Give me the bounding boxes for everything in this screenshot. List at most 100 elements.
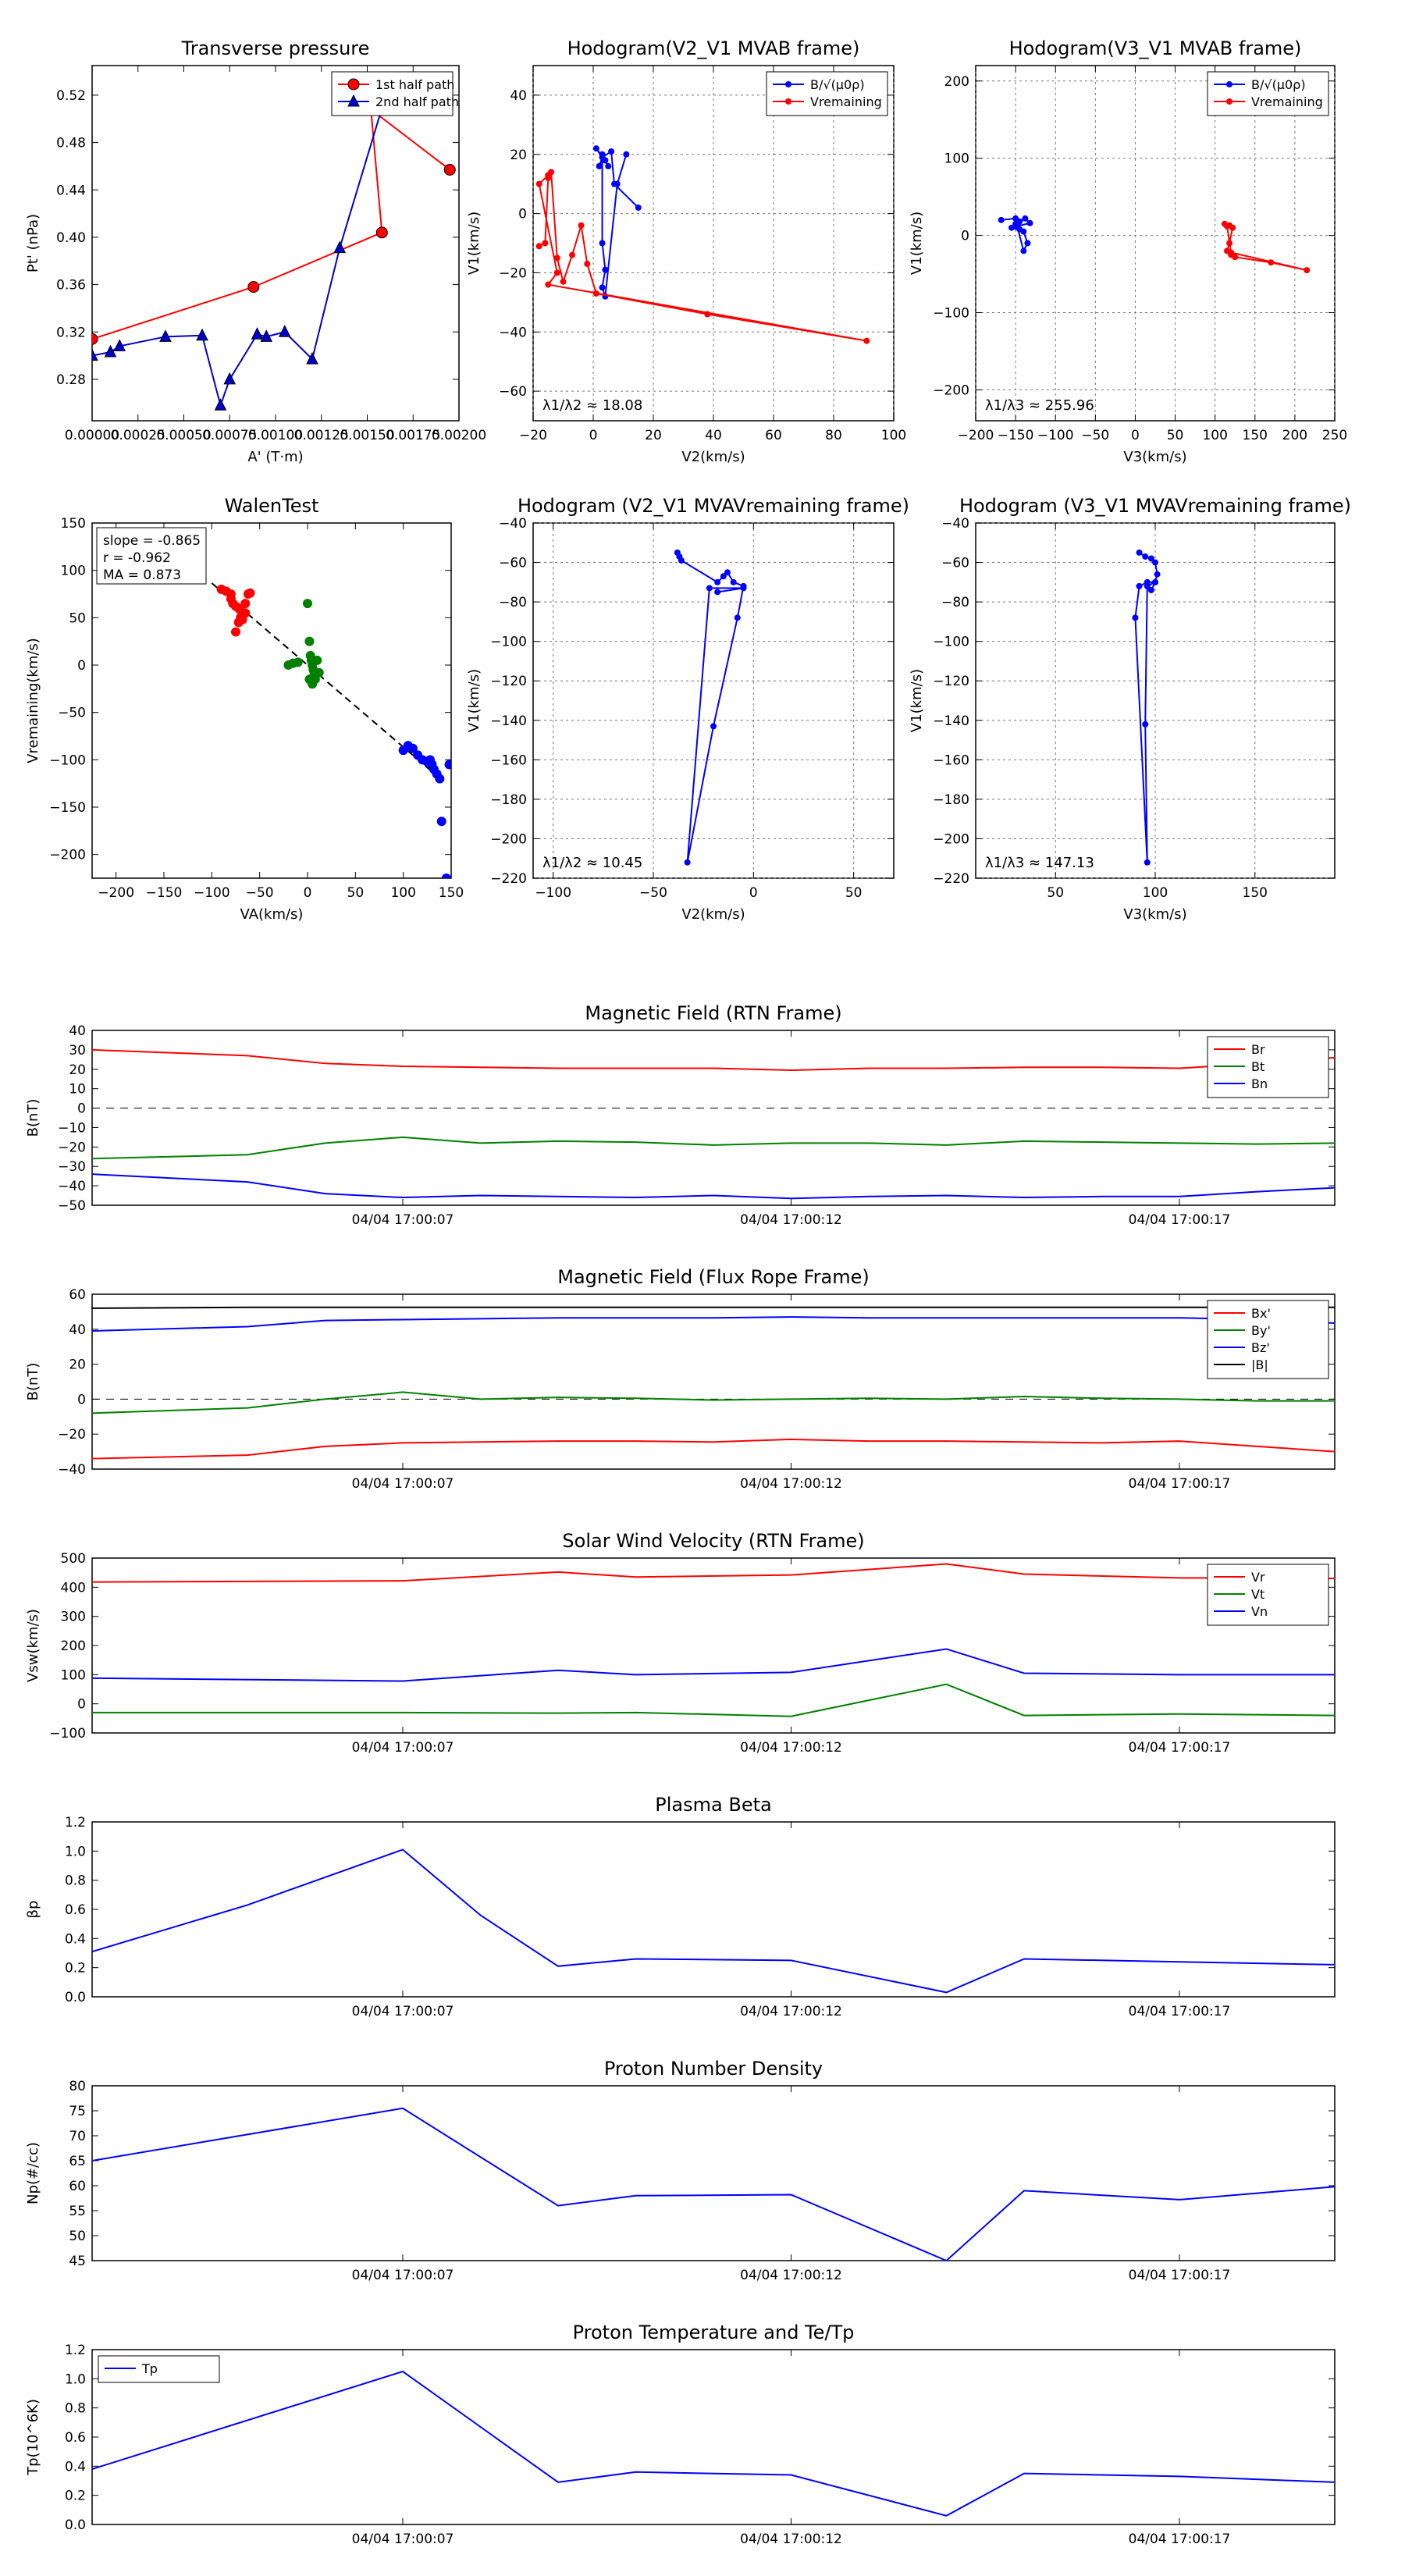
x-tick-label: 04/04 17:00:12 [740, 2004, 842, 2019]
y-tick-label: −20 [499, 265, 527, 281]
x-tick-label: 04/04 17:00:17 [1129, 2532, 1231, 2547]
series-line-Tp [92, 2370, 1335, 2517]
chart-8: 04/04 17:00:07 04/04 17:00:12 04/04 17:00:… [25, 1530, 1336, 1756]
y-tick-label: −40 [58, 1179, 86, 1194]
y-tick-label: 0.8 [65, 1873, 86, 1889]
chart-title: Hodogram(V3_V1 MVAB frame) [1009, 37, 1302, 59]
data-point [553, 269, 560, 276]
series-line-By' [92, 1391, 1335, 1414]
y-tick-label: 0.4 [65, 1931, 86, 1947]
x-tick-label: 04/04 17:00:12 [740, 1740, 842, 1756]
x-tick-label: −200 [98, 885, 134, 901]
scatter-point-green [314, 667, 324, 678]
data-point [724, 569, 731, 576]
scatter-point-green [308, 679, 318, 689]
chart-4: −100 −50 0 50 −220 −200 −180 −160 −140 −120 −100 −8… [466, 495, 909, 923]
y-tick-label: 100 [61, 1667, 86, 1683]
x-tick-label: 0.00200 [432, 428, 486, 443]
series-line-Vt [92, 1683, 1335, 1717]
plot-area [92, 1848, 1335, 1994]
scatter-point-blue [441, 873, 451, 878]
data-point [545, 172, 552, 179]
chart-title: Magnetic Field (RTN Frame) [585, 1002, 841, 1024]
data-point [608, 148, 615, 155]
x-tick-label: 04/04 17:00:07 [352, 1476, 454, 1492]
data-point [542, 240, 549, 247]
chart-title: Proton Temperature and Te/Tp [573, 2322, 855, 2343]
x-tick-label: 04/04 17:00:12 [740, 2532, 842, 2547]
data-point [1268, 259, 1275, 266]
data-point [1147, 586, 1154, 593]
legend-label: Bz' [1251, 1340, 1270, 1355]
data-point [1147, 555, 1154, 562]
chart-title: WalenTest [225, 495, 319, 517]
x-axis-label: V3(km/s) [1123, 906, 1186, 923]
x-tick-label: 100 [390, 885, 415, 901]
stats-box [96, 527, 207, 585]
data-point [1016, 226, 1023, 233]
y-tick-label: 40 [510, 88, 527, 104]
annotation: λ1/λ3 ≈ 255.96 [985, 397, 1094, 414]
chart-title: Plasma Beta [655, 1794, 771, 1816]
stats-line: r = -0.962 [103, 550, 171, 566]
legend-label: Bn [1251, 1076, 1268, 1091]
data-point [535, 180, 542, 187]
data-point [1154, 571, 1161, 578]
x-tick-label: 04/04 17:00:07 [352, 1740, 454, 1756]
y-tick-label: −40 [499, 325, 527, 340]
y-tick-label: 100 [61, 564, 86, 579]
scatter-point-red [226, 594, 236, 604]
y-tick-label: 0.4 [65, 2459, 86, 2475]
x-tick-label: 100 [1143, 885, 1168, 901]
y-tick-label: 0.32 [56, 325, 86, 340]
y-tick-label: −220 [490, 871, 527, 887]
y-tick-label: −180 [490, 792, 527, 808]
data-point [1132, 614, 1139, 621]
legend-label: Bt [1251, 1059, 1264, 1074]
plot-frame [91, 1557, 1336, 1734]
scatter-point-blue [436, 817, 446, 827]
y-tick-label: −100 [933, 635, 969, 650]
x-tick-label: 200 [1282, 428, 1307, 443]
y-tick-label: −200 [490, 831, 527, 847]
legend-label: 2nd half path [375, 94, 459, 109]
y-tick-label: −100 [49, 753, 86, 768]
plot-area [92, 1563, 1335, 1717]
x-tick-label: 50 [1167, 428, 1184, 443]
series-line-Bz' [92, 1316, 1335, 1332]
legend-label: 1st half path [375, 77, 454, 92]
data-point [710, 723, 717, 730]
data-point [1304, 267, 1311, 274]
x-tick-label: 0.00125 [294, 428, 349, 443]
legend-marker [1226, 98, 1232, 105]
x-tick-label: 0.00075 [202, 428, 257, 443]
x-tick-label: 04/04 17:00:12 [740, 2268, 842, 2283]
x-tick-label: 04/04 17:00:07 [352, 2532, 454, 2547]
y-axis-label: B(nT) [25, 1099, 41, 1137]
y-tick-label: 1.0 [65, 2371, 86, 2387]
x-tick-label: 100 [881, 428, 906, 443]
y-tick-label: 0.6 [65, 2430, 86, 2446]
chart-7: 04/04 17:00:07 04/04 17:00:12 04/04 17:00:… [25, 1266, 1336, 1492]
data-point [599, 284, 606, 291]
x-tick-label: 250 [1322, 428, 1347, 443]
legend-label: Tp [141, 2361, 158, 2376]
data-point [1136, 582, 1143, 589]
chart-5: 50 100 150 −220 −200 −180 −160 −140 −120 −100 −80 −… [909, 495, 1351, 923]
data-point [443, 163, 456, 176]
x-tick-label: 40 [705, 428, 722, 443]
data-point [720, 573, 727, 580]
y-tick-label: 40 [69, 1023, 86, 1039]
x-tick-label: 50 [1047, 885, 1064, 901]
data-point [635, 205, 642, 211]
data-point [734, 614, 741, 621]
x-tick-label: −20 [519, 428, 547, 443]
x-tick-label: 150 [1243, 885, 1268, 901]
x-tick-label: 50 [347, 885, 365, 901]
legend-box [766, 71, 888, 116]
y-tick-label: −160 [933, 753, 969, 768]
y-axis-label: Tp(10^6K) [25, 2399, 41, 2476]
y-tick-label: 70 [69, 2129, 86, 2144]
x-axis-label: V2(km/s) [681, 906, 745, 923]
y-tick-label: 50 [69, 2229, 86, 2244]
